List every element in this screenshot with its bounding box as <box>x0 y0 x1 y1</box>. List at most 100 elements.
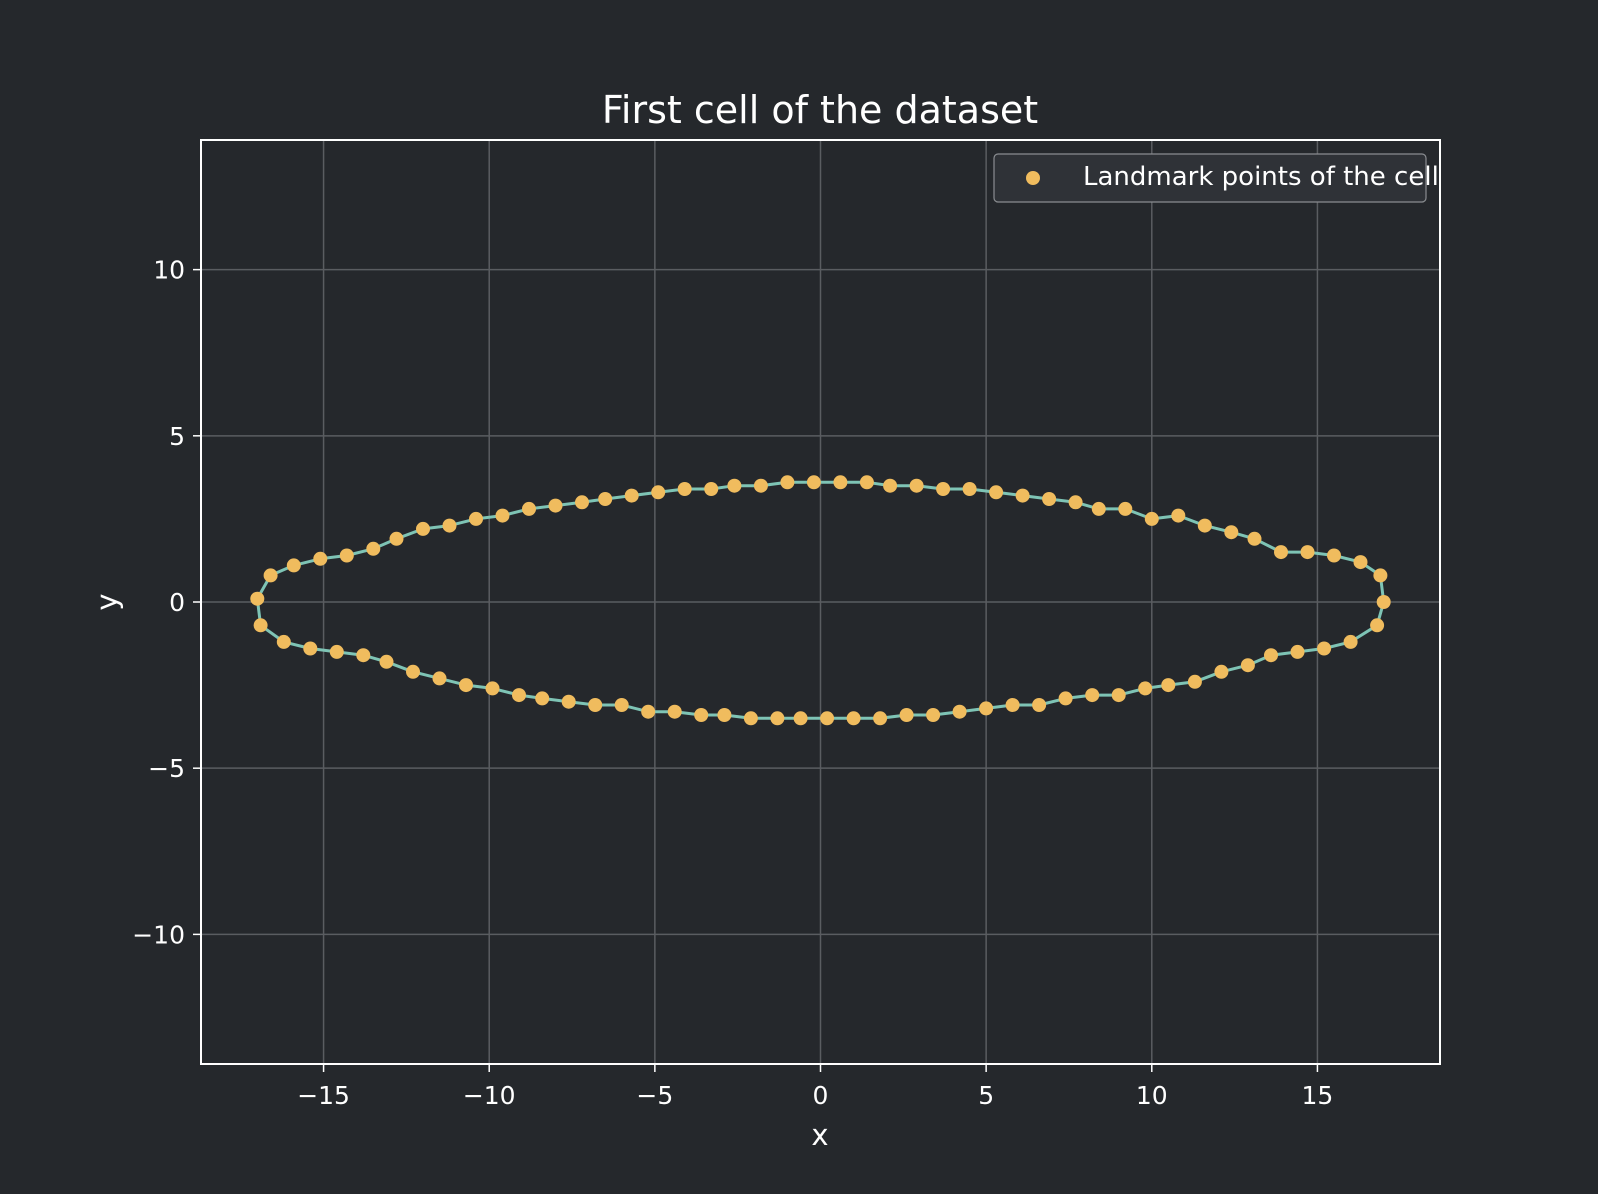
landmark-point <box>793 711 808 726</box>
grid <box>201 140 1440 1064</box>
x-tick-label: 5 <box>978 1081 994 1110</box>
landmark-point <box>575 495 589 510</box>
landmark-point <box>883 478 898 493</box>
landmark-point <box>1274 545 1288 560</box>
x-tick-label: 0 <box>813 1081 829 1110</box>
landmark-point <box>717 708 732 722</box>
landmark-point <box>276 634 291 649</box>
landmark-point <box>1042 492 1057 506</box>
landmark-point <box>512 688 526 703</box>
landmark-point <box>313 551 328 566</box>
landmark-point <box>859 475 874 490</box>
landmark-point <box>1373 568 1388 583</box>
landmark-point <box>416 521 430 536</box>
landmark-point <box>624 488 639 503</box>
landmark-point <box>873 711 888 726</box>
landmark-point <box>979 701 994 716</box>
landmark-point <box>952 704 967 719</box>
landmark-point <box>926 708 941 722</box>
landmark-point <box>1015 488 1030 503</box>
landmark-point <box>641 704 656 719</box>
landmark-point <box>727 478 742 493</box>
landmark-point <box>250 591 265 606</box>
landmark-point <box>936 482 951 496</box>
landmark-point <box>1068 495 1083 510</box>
landmark-point <box>806 475 821 490</box>
legend-marker <box>1026 171 1040 185</box>
landmark-point <box>1240 658 1255 673</box>
landmark-point <box>303 641 318 656</box>
landmark-point <box>704 482 719 496</box>
landmark-point <box>846 711 861 726</box>
landmark-point <box>535 691 550 706</box>
landmark-point <box>469 511 483 526</box>
x-tick-label: −5 <box>636 1081 673 1110</box>
landmark-point <box>495 508 510 523</box>
landmark-point <box>899 708 914 722</box>
landmark-point <box>389 531 404 546</box>
x-tick-label: −10 <box>463 1081 516 1110</box>
landmark-point <box>485 681 500 696</box>
ticks: −15 −10 −5 0 5 10 15 −10 −5 0 5 10 <box>132 256 1333 1110</box>
landmark-point <box>1187 674 1202 689</box>
landmark-point <box>743 711 758 726</box>
landmark-point <box>1370 618 1385 633</box>
landmark-point <box>667 704 682 719</box>
landmark-point <box>1264 648 1278 663</box>
landmark-point <box>833 475 848 490</box>
x-tick-label: −15 <box>297 1081 350 1110</box>
landmark-point <box>820 711 835 726</box>
y-tick-label: −10 <box>132 920 185 949</box>
landmark-point <box>459 678 473 693</box>
landmark-point <box>598 492 613 506</box>
landmark-point <box>286 558 301 573</box>
landmark-point <box>263 568 278 583</box>
landmark-point <box>677 482 692 496</box>
landmark-point <box>1118 501 1133 516</box>
y-tick-label: −5 <box>148 754 185 783</box>
landmark-point <box>1032 698 1047 712</box>
landmark-point <box>1224 525 1239 540</box>
landmark-point <box>770 711 785 726</box>
landmark-point <box>1171 508 1186 523</box>
landmark-point <box>1091 501 1106 516</box>
landmark-point <box>1214 664 1229 679</box>
landmark-point <box>1058 691 1073 706</box>
landmark-point <box>406 664 420 679</box>
landmark-point <box>1138 681 1153 696</box>
landmark-point <box>962 482 977 496</box>
y-tick-label: 0 <box>169 588 185 617</box>
landmark-point <box>356 648 371 663</box>
landmark-point <box>432 671 447 686</box>
landmark-point <box>614 698 629 712</box>
landmark-point <box>588 698 603 712</box>
landmark-point <box>253 618 268 633</box>
landmark-point <box>1300 545 1315 560</box>
y-tick-label: 5 <box>169 422 185 451</box>
landmark-point <box>522 501 536 516</box>
landmark-point <box>339 548 354 563</box>
landmark-point <box>1376 595 1391 609</box>
landmark-point <box>1247 531 1262 546</box>
landmark-point <box>1111 688 1126 703</box>
landmark-point <box>694 708 709 722</box>
landmark-point <box>1290 644 1305 659</box>
landmark-point <box>989 485 1004 500</box>
landmark-point <box>366 541 381 556</box>
y-tick-label: 10 <box>153 256 185 285</box>
landmark-point <box>1327 548 1341 563</box>
x-axis-label: x <box>811 1118 828 1152</box>
x-tick-label: 10 <box>1136 1081 1168 1110</box>
legend: Landmark points of the cell <box>993 153 1439 203</box>
landmark-point <box>753 478 768 493</box>
y-axis-label: y <box>90 593 124 610</box>
landmark-point <box>1085 688 1100 703</box>
landmark-point <box>1144 511 1159 526</box>
landmark-point <box>1343 634 1358 649</box>
landmark-point <box>780 475 795 490</box>
landmark-point <box>1197 518 1212 533</box>
landmark-point <box>1353 555 1368 570</box>
legend-label: Landmark points of the cell <box>1083 162 1439 192</box>
landmark-point <box>548 498 563 513</box>
landmark-point <box>651 485 666 500</box>
